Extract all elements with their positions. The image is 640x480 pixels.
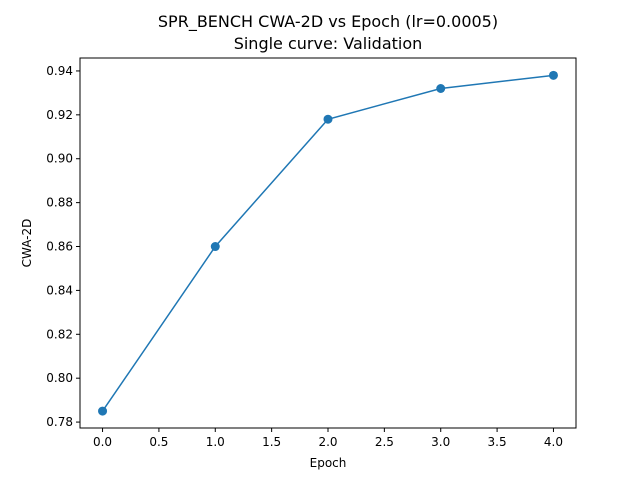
data-point — [548, 70, 558, 80]
chart-subtitle: Single curve: Validation — [234, 34, 423, 53]
x-axis-label: Epoch — [310, 456, 347, 470]
x-tick-label: 4.0 — [544, 435, 563, 449]
y-axis-ticks: 0.78 0.80 0.82 0.84 0.86 0.88 0.90 0.92 0.94 — [46, 64, 80, 429]
data-point — [323, 114, 333, 124]
x-tick-label: 1.0 — [206, 435, 225, 449]
y-tick-label: 0.86 — [46, 240, 73, 254]
y-tick-label: 0.92 — [46, 108, 73, 122]
series-layer — [98, 70, 558, 416]
y-tick-label: 0.88 — [46, 196, 73, 210]
chart-title: SPR_BENCH CWA-2D vs Epoch (lr=0.0005) — [158, 12, 498, 32]
y-tick-label: 0.80 — [46, 371, 73, 385]
x-tick-label: 3.5 — [488, 435, 507, 449]
y-tick-label: 0.90 — [46, 152, 73, 166]
x-tick-label: 3.0 — [431, 435, 450, 449]
y-tick-label: 0.82 — [46, 327, 73, 341]
y-tick-label: 0.78 — [46, 415, 73, 429]
x-tick-label: 0.0 — [93, 435, 112, 449]
y-tick-label: 0.94 — [46, 64, 73, 78]
x-tick-label: 2.5 — [375, 435, 394, 449]
x-tick-label: 1.5 — [262, 435, 281, 449]
data-point — [98, 406, 108, 416]
x-tick-label: 0.5 — [149, 435, 168, 449]
x-tick-label: 2.0 — [318, 435, 337, 449]
y-axis-label: CWA-2D — [20, 219, 34, 268]
plot-area-frame — [79, 57, 577, 429]
data-point — [210, 242, 220, 252]
x-axis-ticks: 0.0 0.5 1.0 1.5 2.0 2.5 3.0 3.5 4.0 — [93, 428, 563, 449]
y-tick-label: 0.84 — [46, 283, 73, 297]
data-point — [436, 84, 446, 94]
